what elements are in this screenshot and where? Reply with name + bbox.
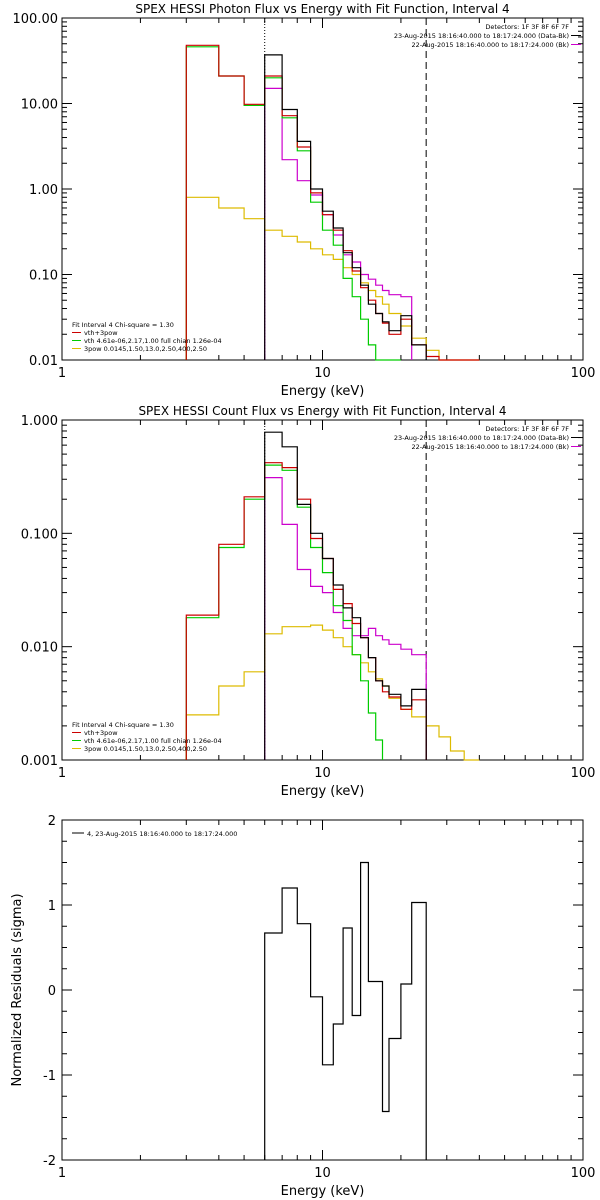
y-tick-label: 100.00 xyxy=(13,12,59,27)
x-tick-label: 1 xyxy=(58,1166,66,1181)
legend-text: vth 4.61e-06,2.17,1.00 full chian 1.26e-… xyxy=(84,337,222,345)
total-histogram xyxy=(264,431,427,760)
y-tick-label: -2 xyxy=(43,1154,56,1169)
legend-text: vth+3pow xyxy=(84,329,118,337)
legend-text: 23-Aug-2015 18:16:40.000 to 18:17:24.000… xyxy=(394,434,569,442)
x-tick-label: 10 xyxy=(314,1166,331,1181)
legend-text: 22-Aug-2015 18:16:40.000 to 18:17:24.000… xyxy=(412,41,569,49)
y-tick-label: -1 xyxy=(43,1069,56,1084)
y-tick-label: 0 xyxy=(48,984,56,999)
y-tick-label: 0.001 xyxy=(21,754,58,769)
legend-text: Fit Interval 4 Chi-square = 1.30 xyxy=(72,721,174,729)
legend-text: 4, 23-Aug-2015 18:16:40.000 to 18:17:24.… xyxy=(87,830,237,838)
legend-text: Detectors: 1F 3F 8F 6F 7F xyxy=(485,23,569,31)
background-histogram xyxy=(264,87,413,360)
y-tick-label: 0.10 xyxy=(29,269,58,284)
y-tick-label: 10.00 xyxy=(21,98,58,113)
thermal-histogram xyxy=(185,464,384,760)
x-tick-label: 100 xyxy=(571,766,596,781)
powerlaw-histogram xyxy=(185,624,480,761)
total-histogram xyxy=(264,54,427,360)
y-tick-label: 0.01 xyxy=(29,354,58,369)
x-tick-label: 10 xyxy=(314,766,331,781)
legend-text: Fit Interval 4 Chi-square = 1.30 xyxy=(72,321,174,329)
legend-text: 3pow 0.0145,1.50,13.0,2.50,400,2.50 xyxy=(84,745,207,753)
x-tick-label: 1 xyxy=(58,366,66,381)
x-axis-label: Energy (keV) xyxy=(281,784,365,799)
legend-text: Detectors: 1F 3F 8F 6F 7F xyxy=(485,425,569,433)
x-axis-label: Energy (keV) xyxy=(281,1184,365,1199)
sum-histogram xyxy=(185,44,480,361)
total-histogram xyxy=(264,861,427,1160)
plot-title: SPEX HESSI Count Flux vs Energy with Fit… xyxy=(138,404,506,418)
legend-text: vth+3pow xyxy=(84,729,118,737)
y-tick-label: 0.010 xyxy=(21,641,58,656)
y-tick-label: 2 xyxy=(48,814,56,829)
thermal-histogram xyxy=(185,46,401,361)
legend-text: 22-Aug-2015 18:16:40.000 to 18:17:24.000… xyxy=(412,443,569,451)
x-tick-label: 1 xyxy=(58,766,66,781)
x-tick-label: 100 xyxy=(571,366,596,381)
x-axis-label: Energy (keV) xyxy=(281,384,365,399)
y-tick-label: 1.000 xyxy=(21,414,58,429)
y-tick-label: 1 xyxy=(48,899,56,914)
x-tick-label: 100 xyxy=(571,1166,596,1181)
plot-title: SPEX HESSI Photon Flux vs Energy with Fi… xyxy=(135,2,509,16)
y-tick-label: 1.00 xyxy=(29,183,58,198)
x-tick-label: 10 xyxy=(314,366,331,381)
plot-frame xyxy=(61,819,584,1161)
legend-text: vth 4.61e-06,2.17,1.00 full chian 1.26e-… xyxy=(84,737,222,745)
y-axis-label: Normalized Residuals (sigma) xyxy=(10,893,25,1086)
background-histogram xyxy=(264,477,427,760)
legend-text: 23-Aug-2015 18:16:40.000 to 18:17:24.000… xyxy=(394,32,569,40)
legend-text: 3pow 0.0145,1.50,13.0,2.50,400,2.50 xyxy=(84,345,207,353)
y-tick-label: 0.100 xyxy=(21,527,58,542)
